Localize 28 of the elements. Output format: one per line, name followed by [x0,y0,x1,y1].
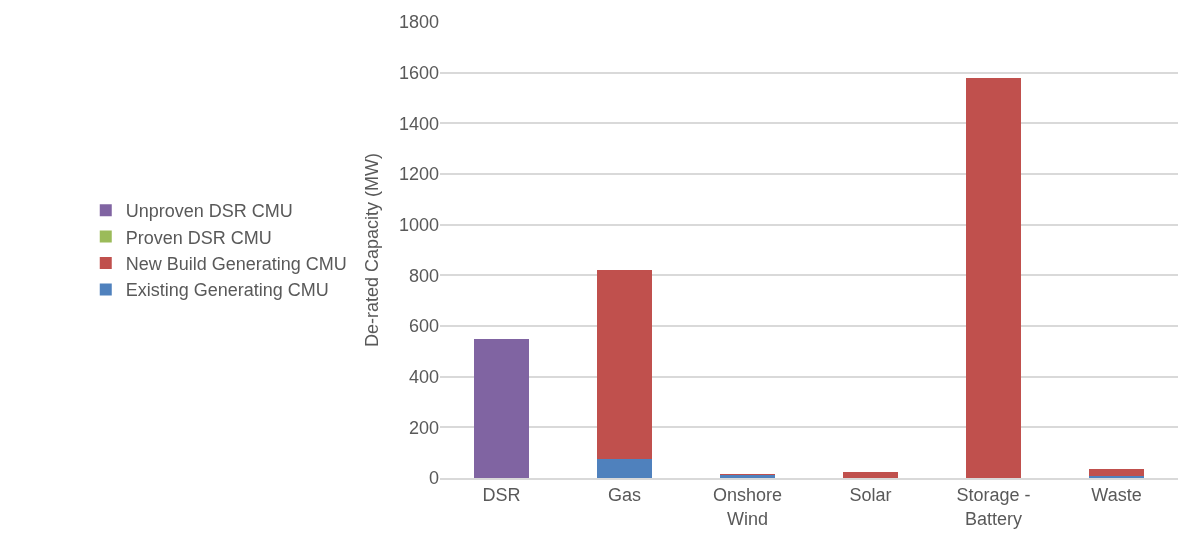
bar [1088,469,1145,476]
x-tick-label: Waste [1091,485,1142,506]
y-tick-label: 1600 [398,62,439,83]
legend-label: New Build Generating CMU [125,254,347,275]
x-tick-label: Solar [849,485,892,506]
x-tick-label: Onshore Wind [712,485,783,529]
y-tick-label: 400 [408,366,439,387]
y-tick-label: 1800 [398,12,439,33]
y-tick-label: 1200 [398,164,439,185]
legend-label: Proven DSR CMU [125,227,272,248]
bar [596,459,653,478]
y-tick-label: 1400 [398,113,439,134]
bar [842,471,899,478]
legend-label: Existing Generating CMU [125,280,329,301]
legend-label: Unproven DSR CMU [125,201,293,222]
bar [596,270,653,459]
y-tick-label: 1000 [398,214,439,235]
bar [965,77,1022,478]
x-tick-label: DSR [482,485,521,506]
x-tick-label: Gas [607,485,642,506]
bar [1088,475,1145,478]
y-tick-label: 200 [408,417,439,438]
x-tick-label: Storage - Battery [956,485,1031,529]
y-tick-label: 800 [408,265,439,286]
y-axis-title: De-rated Capacity (MW) [362,152,383,348]
y-tick-label: 0 [428,468,439,489]
bar [473,339,530,478]
y-tick-label: 600 [408,316,439,337]
